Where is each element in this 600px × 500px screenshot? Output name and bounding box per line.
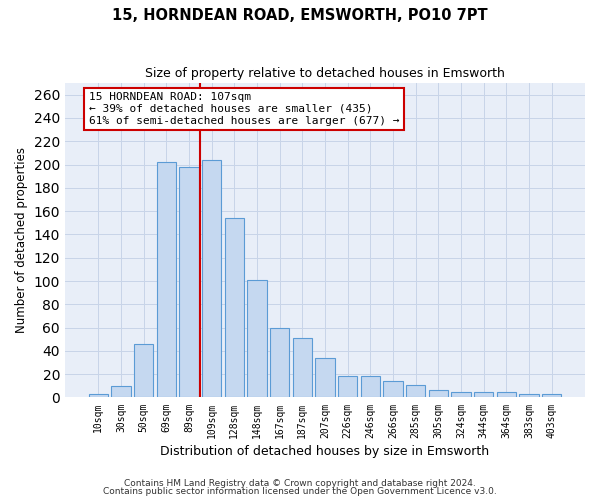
Y-axis label: Number of detached properties: Number of detached properties bbox=[15, 147, 28, 333]
Bar bbox=[338, 376, 357, 398]
Text: Contains HM Land Registry data © Crown copyright and database right 2024.: Contains HM Land Registry data © Crown c… bbox=[124, 478, 476, 488]
Bar bbox=[89, 394, 108, 398]
Bar bbox=[542, 394, 562, 398]
Text: 15, HORNDEAN ROAD, EMSWORTH, PO10 7PT: 15, HORNDEAN ROAD, EMSWORTH, PO10 7PT bbox=[112, 8, 488, 22]
Bar bbox=[293, 338, 312, 398]
Bar bbox=[202, 160, 221, 398]
Bar bbox=[406, 384, 425, 398]
Bar bbox=[361, 376, 380, 398]
Bar bbox=[270, 328, 289, 398]
Title: Size of property relative to detached houses in Emsworth: Size of property relative to detached ho… bbox=[145, 68, 505, 80]
Text: Contains public sector information licensed under the Open Government Licence v3: Contains public sector information licen… bbox=[103, 487, 497, 496]
X-axis label: Distribution of detached houses by size in Emsworth: Distribution of detached houses by size … bbox=[160, 444, 490, 458]
Bar bbox=[111, 386, 131, 398]
Bar bbox=[247, 280, 266, 398]
Bar bbox=[383, 381, 403, 398]
Bar bbox=[134, 344, 153, 398]
Bar bbox=[474, 392, 493, 398]
Bar bbox=[520, 394, 539, 398]
Bar bbox=[451, 392, 470, 398]
Bar bbox=[497, 392, 516, 398]
Bar bbox=[429, 390, 448, 398]
Bar bbox=[316, 358, 335, 398]
Bar bbox=[179, 167, 199, 398]
Bar bbox=[224, 218, 244, 398]
Bar bbox=[157, 162, 176, 398]
Text: 15 HORNDEAN ROAD: 107sqm
← 39% of detached houses are smaller (435)
61% of semi-: 15 HORNDEAN ROAD: 107sqm ← 39% of detach… bbox=[89, 92, 399, 126]
